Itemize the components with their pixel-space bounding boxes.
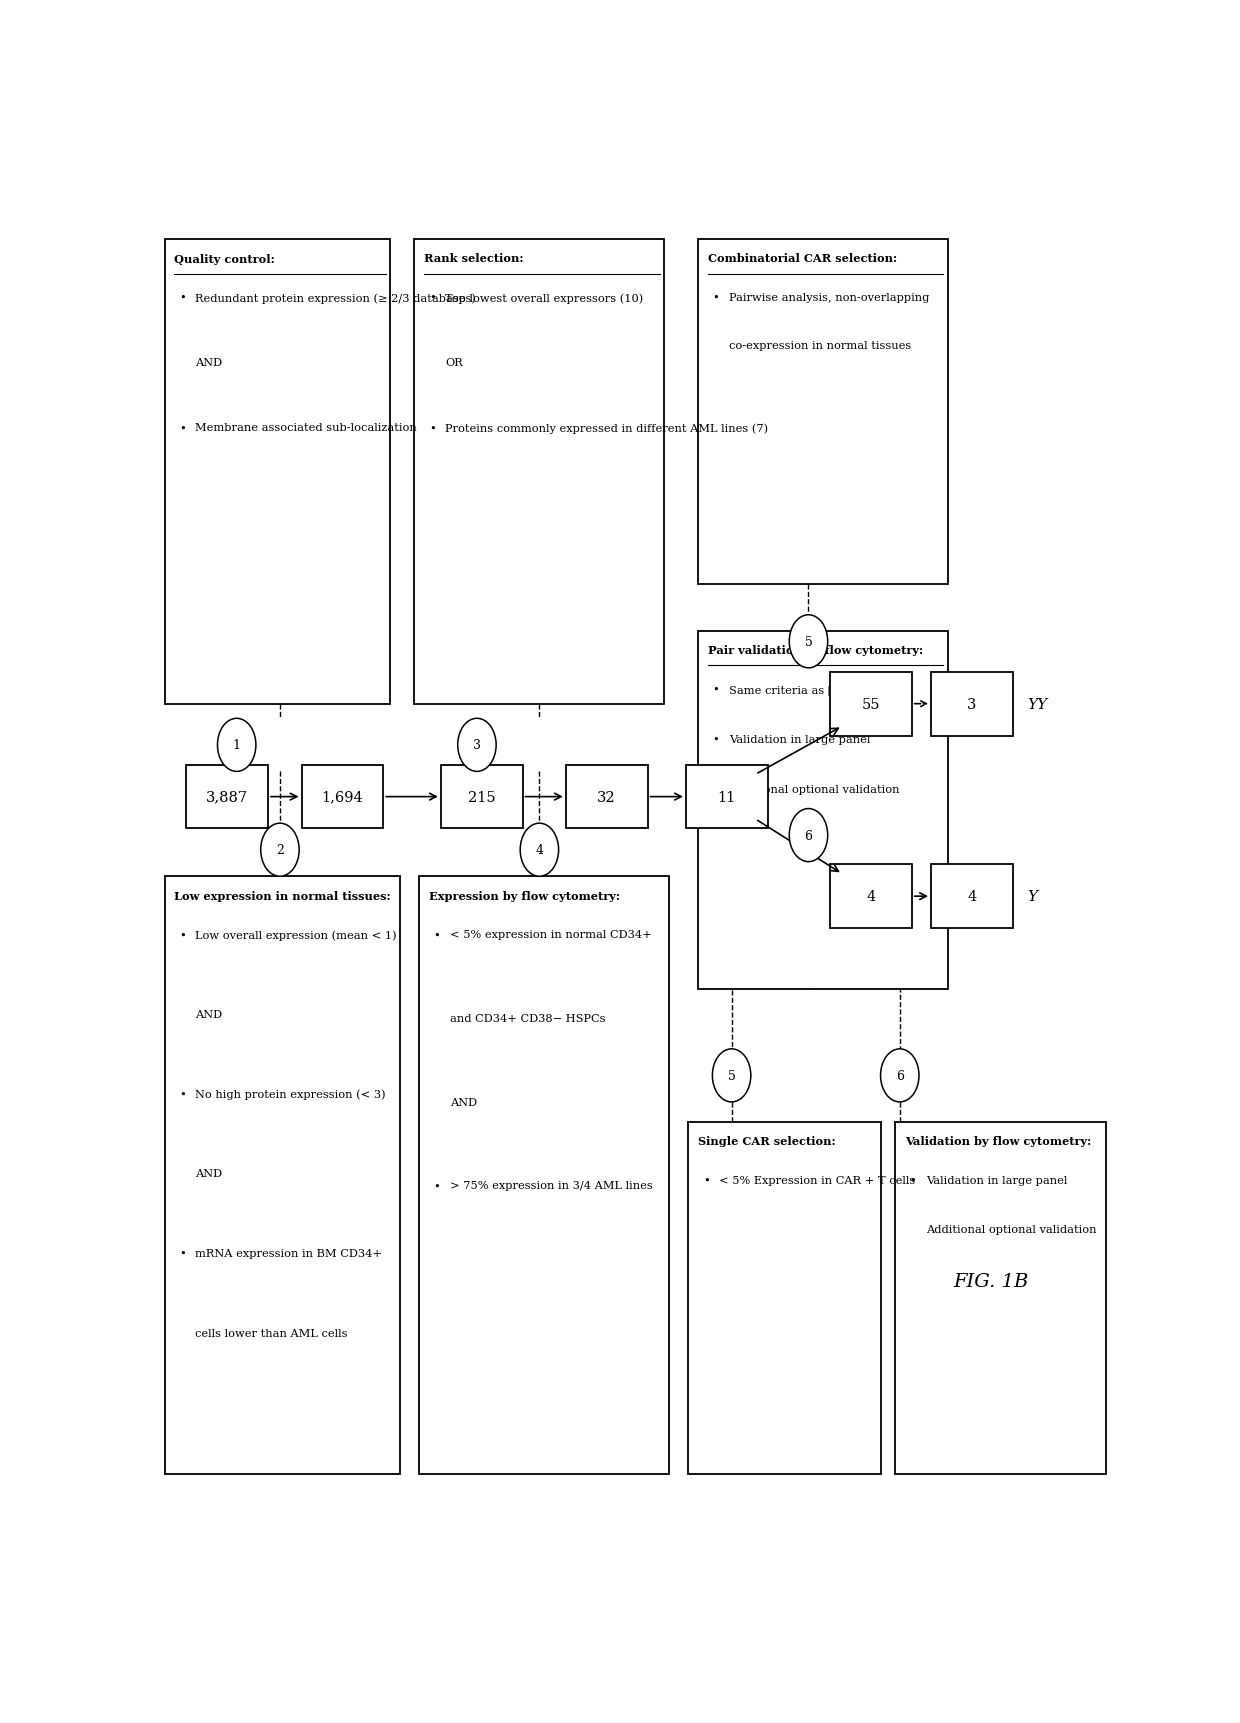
Text: 215: 215 bbox=[467, 791, 496, 805]
Text: Pair validation by flow cytometry:: Pair validation by flow cytometry: bbox=[708, 644, 923, 655]
Bar bbox=[565, 765, 647, 829]
Text: •: • bbox=[434, 930, 440, 939]
Text: •: • bbox=[712, 734, 719, 744]
Text: 3,887: 3,887 bbox=[206, 791, 248, 805]
Text: 3: 3 bbox=[967, 698, 977, 712]
Text: Low overall expression (mean < 1): Low overall expression (mean < 1) bbox=[196, 930, 397, 941]
Text: Rank selection:: Rank selection: bbox=[424, 253, 523, 264]
Text: 6: 6 bbox=[895, 1070, 904, 1082]
Bar bbox=[931, 865, 1013, 929]
Text: < 5% expression in normal CD34+: < 5% expression in normal CD34+ bbox=[450, 930, 652, 939]
Bar bbox=[830, 672, 911, 736]
Text: •: • bbox=[429, 293, 435, 303]
Text: 6: 6 bbox=[805, 829, 812, 843]
Bar bbox=[186, 765, 268, 829]
Text: •: • bbox=[179, 1247, 186, 1258]
Text: No high protein expression (< 3): No high protein expression (< 3) bbox=[196, 1089, 386, 1099]
Text: Redundant protein expression (≥ 2/3 databases): Redundant protein expression (≥ 2/3 data… bbox=[196, 293, 476, 303]
Bar bbox=[165, 877, 401, 1473]
Text: YY: YY bbox=[1028, 698, 1048, 712]
Bar bbox=[414, 239, 665, 705]
Text: cells lower than AML cells: cells lower than AML cells bbox=[196, 1328, 348, 1337]
Text: •: • bbox=[712, 784, 719, 794]
Text: mRNA expression in BM CD34+: mRNA expression in BM CD34+ bbox=[196, 1247, 382, 1258]
Circle shape bbox=[217, 718, 255, 772]
Text: OR: OR bbox=[445, 358, 463, 369]
Text: Combinatorial CAR selection:: Combinatorial CAR selection: bbox=[708, 253, 897, 264]
Bar bbox=[686, 765, 768, 829]
Text: Y: Y bbox=[1028, 889, 1038, 903]
Text: •: • bbox=[179, 1089, 186, 1099]
Circle shape bbox=[789, 810, 828, 862]
Text: Membrane associated sub-localization: Membrane associated sub-localization bbox=[196, 424, 417, 432]
Text: •: • bbox=[909, 1175, 916, 1185]
Bar bbox=[165, 239, 391, 705]
Text: AND: AND bbox=[196, 358, 222, 369]
Text: •: • bbox=[179, 424, 186, 432]
Text: 11: 11 bbox=[718, 791, 735, 805]
Text: < 5% Expression in CAR + T cells: < 5% Expression in CAR + T cells bbox=[719, 1175, 915, 1185]
Bar bbox=[830, 865, 911, 929]
Text: •: • bbox=[712, 684, 719, 694]
Text: co-expression in normal tissues: co-expression in normal tissues bbox=[729, 341, 911, 351]
Text: 32: 32 bbox=[598, 791, 616, 805]
Text: 55: 55 bbox=[862, 698, 880, 712]
Text: 5: 5 bbox=[805, 636, 812, 648]
Text: 4: 4 bbox=[867, 889, 875, 903]
Circle shape bbox=[458, 718, 496, 772]
Text: AND: AND bbox=[450, 1098, 477, 1106]
Circle shape bbox=[789, 615, 828, 669]
Text: 3: 3 bbox=[472, 739, 481, 751]
Bar bbox=[419, 877, 670, 1473]
Text: Single CAR selection:: Single CAR selection: bbox=[698, 1135, 836, 1146]
Text: •: • bbox=[703, 1175, 709, 1185]
Text: •: • bbox=[179, 293, 186, 303]
Text: 1,694: 1,694 bbox=[321, 791, 363, 805]
Text: AND: AND bbox=[196, 1010, 222, 1020]
Bar bbox=[698, 239, 947, 584]
Circle shape bbox=[521, 824, 559, 877]
Text: Low expression in normal tissues:: Low expression in normal tissues: bbox=[174, 891, 391, 901]
Text: •: • bbox=[429, 424, 435, 432]
Text: Additional optional validation: Additional optional validation bbox=[729, 784, 899, 794]
Text: Proteins commonly expressed in different AML lines (7): Proteins commonly expressed in different… bbox=[445, 424, 769, 434]
Text: •: • bbox=[434, 1180, 440, 1191]
Text: Top lowest overall expressors (10): Top lowest overall expressors (10) bbox=[445, 293, 644, 303]
Text: •: • bbox=[179, 930, 186, 939]
Text: > 75% expression in 3/4 AML lines: > 75% expression in 3/4 AML lines bbox=[450, 1180, 652, 1191]
Bar bbox=[441, 765, 522, 829]
Text: FIG. 1B: FIG. 1B bbox=[954, 1272, 1029, 1291]
Circle shape bbox=[880, 1049, 919, 1103]
Bar bbox=[301, 765, 383, 829]
Bar bbox=[698, 631, 947, 989]
Text: 5: 5 bbox=[728, 1070, 735, 1082]
Circle shape bbox=[712, 1049, 751, 1103]
Text: Quality control:: Quality control: bbox=[174, 253, 275, 264]
Text: 2: 2 bbox=[277, 844, 284, 856]
Text: Pairwise analysis, non-overlapping: Pairwise analysis, non-overlapping bbox=[729, 293, 929, 303]
Text: and CD34+ CD38− HSPCs: and CD34+ CD38− HSPCs bbox=[450, 1013, 605, 1023]
Bar bbox=[931, 672, 1013, 736]
Text: 4: 4 bbox=[536, 844, 543, 856]
Circle shape bbox=[260, 824, 299, 877]
Text: •: • bbox=[712, 293, 719, 303]
Text: Validation in large panel: Validation in large panel bbox=[729, 734, 870, 744]
Text: AND: AND bbox=[196, 1168, 222, 1179]
Text: 4: 4 bbox=[967, 889, 976, 903]
Text: Additional optional validation: Additional optional validation bbox=[926, 1225, 1096, 1234]
Text: Validation in large panel: Validation in large panel bbox=[926, 1175, 1068, 1185]
Text: Validation by flow cytometry:: Validation by flow cytometry: bbox=[905, 1135, 1091, 1146]
Bar bbox=[895, 1122, 1106, 1473]
Text: Same criteria as ④: Same criteria as ④ bbox=[729, 684, 835, 694]
Text: Expression by flow cytometry:: Expression by flow cytometry: bbox=[429, 891, 620, 901]
Text: 1: 1 bbox=[233, 739, 241, 751]
Bar bbox=[688, 1122, 880, 1473]
